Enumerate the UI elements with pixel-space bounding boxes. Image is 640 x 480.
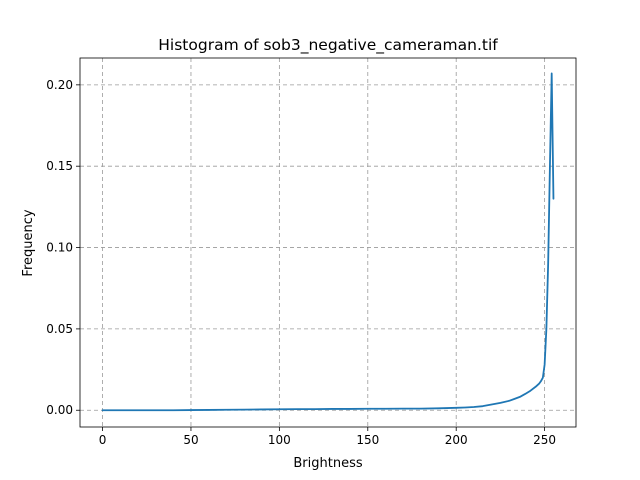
x-tick-label: 50: [183, 433, 198, 447]
tick-layer: 0 50 100 150 200 250 0.00 0.05 0.10 0.15 0.20: [46, 78, 556, 447]
grid-lines: [80, 58, 576, 427]
x-tick-label: 250: [533, 433, 556, 447]
histogram-line: [101, 72, 555, 412]
y-tick-label: 0.10: [46, 241, 73, 255]
y-tick-label: 0.20: [46, 78, 73, 92]
y-axis-label: Frequency: [21, 209, 36, 276]
x-tick-label: 150: [356, 433, 379, 447]
series-layer: [101, 72, 555, 412]
x-axis-label: Brightness: [293, 456, 362, 471]
y-tick-label: 0.00: [46, 403, 73, 417]
x-tick-label: 200: [445, 433, 468, 447]
y-tick-label: 0.15: [46, 159, 73, 173]
y-tick-label: 0.05: [46, 322, 73, 336]
x-tick-label: 100: [268, 433, 291, 447]
plot-frame: [79, 57, 577, 428]
x-tick-label: 0: [99, 433, 107, 447]
chart-title: Histogram of sob3_negative_cameraman.tif: [158, 36, 498, 55]
